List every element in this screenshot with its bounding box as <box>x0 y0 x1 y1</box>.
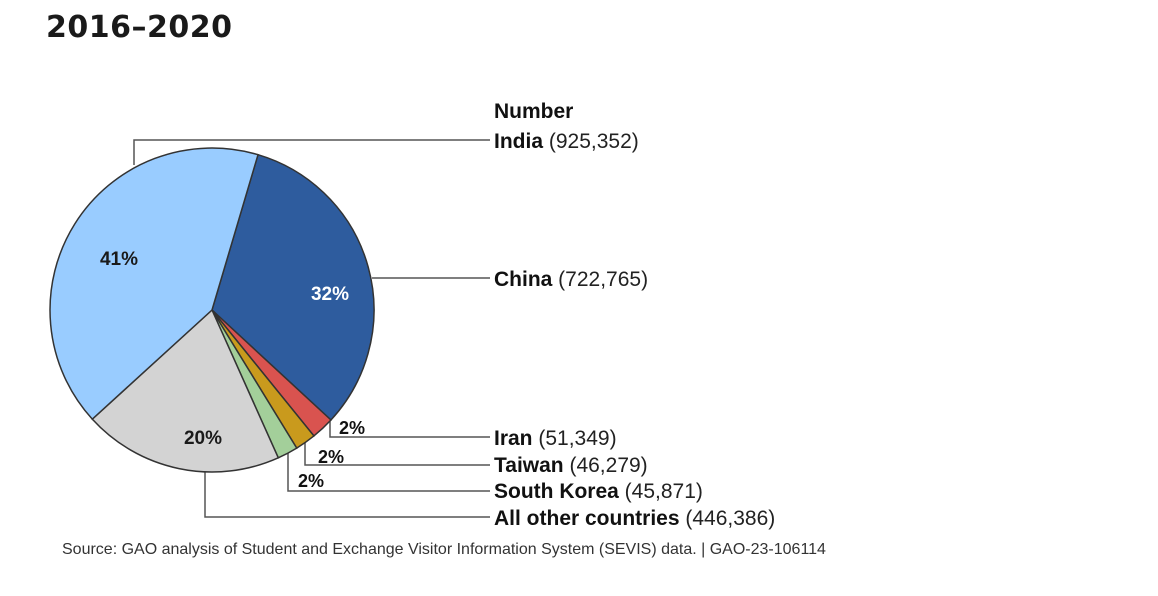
legend-value-all-other-countries: (446,386) <box>680 507 776 530</box>
legend-value-south-korea: (45,871) <box>619 480 703 503</box>
percent-label-all-other-countries: 20% <box>184 428 222 449</box>
leader-line-all-other-countries <box>204 470 490 518</box>
legend-label-india: India (925,352) <box>494 130 639 153</box>
pie-slice-india <box>49 147 259 421</box>
percent-label-india: 41% <box>100 249 138 270</box>
legend-name-china: China <box>494 268 553 291</box>
legend-header: Number <box>494 100 573 123</box>
legend-label-south-korea: South Korea (45,871) <box>494 480 703 503</box>
percent-label-iran: 2% <box>339 418 365 438</box>
legend-name-taiwan: Taiwan <box>494 454 564 477</box>
percent-labels: 41% 32% 2% 2% 2% 20% <box>100 249 365 491</box>
legend-value-iran: (51,349) <box>533 427 617 450</box>
legend-labels: India (925,352) China (722,765) Iran (51,3… <box>494 130 775 530</box>
legend-label-iran: Iran (51,349) <box>494 427 617 450</box>
leader-line-south-korea <box>287 440 490 492</box>
legend-label-all-other-countries: All other countries (446,386) <box>494 507 775 530</box>
percent-label-south-korea: 2% <box>298 471 324 491</box>
legend-label-china: China (722,765) <box>494 268 648 291</box>
legend-name-south-korea: South Korea <box>494 480 619 503</box>
legend-value-taiwan: (46,279) <box>564 454 648 477</box>
pie-slices <box>49 147 375 473</box>
pie-slice-china <box>211 153 375 422</box>
legend-name-india: India <box>494 130 543 153</box>
source-note: Source: GAO analysis of Student and Exch… <box>62 541 826 558</box>
legend-name-all-other-countries: All other countries <box>494 507 680 530</box>
percent-label-china: 32% <box>311 284 349 305</box>
page-title: 2016–2020 <box>46 10 233 45</box>
leader-line-india <box>133 139 490 165</box>
legend-value-india: (925,352) <box>543 130 639 153</box>
percent-label-taiwan: 2% <box>318 447 344 467</box>
pie-slice-all-other-countries <box>91 308 280 473</box>
legend-label-taiwan: Taiwan (46,279) <box>494 454 648 477</box>
legend-value-china: (722,765) <box>552 268 648 291</box>
legend-name-iran: Iran <box>494 427 533 450</box>
